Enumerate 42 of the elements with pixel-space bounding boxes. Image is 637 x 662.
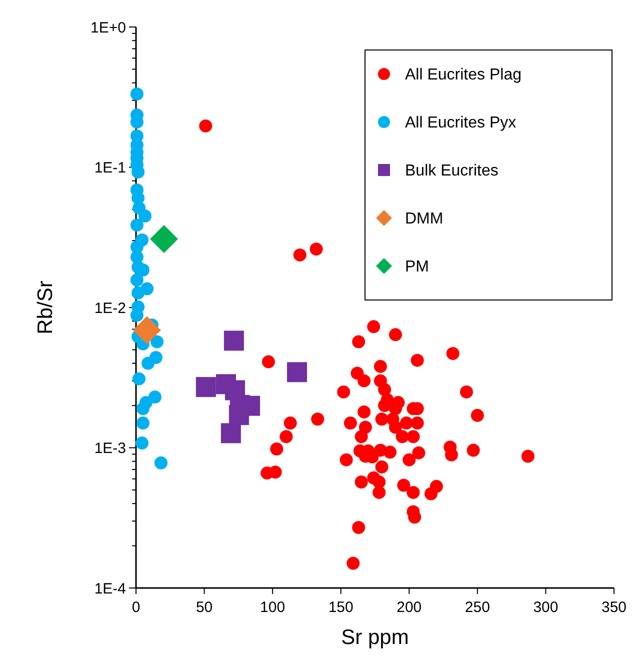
y-tick-label: 1E-2 — [94, 300, 126, 317]
y-tick-label: 1E-3 — [94, 440, 126, 457]
point — [150, 335, 164, 348]
x-tick-label: 300 — [533, 599, 558, 616]
legend-label: DMM — [405, 210, 444, 228]
point — [132, 316, 161, 344]
point — [196, 377, 216, 398]
point — [130, 218, 144, 232]
point — [130, 274, 144, 287]
x-tick-label: 200 — [396, 599, 422, 616]
y-tick-label: 1E-1 — [94, 160, 126, 176]
x-tick-label: 100 — [260, 599, 286, 616]
x-tick-label: 0 — [132, 599, 140, 616]
point — [287, 362, 308, 382]
legend-label: Bulk Eucrites — [405, 162, 498, 180]
point — [154, 456, 168, 470]
y-tick-label: 1E+0 — [90, 19, 126, 36]
point — [220, 423, 241, 444]
x-tick-label: 250 — [464, 599, 490, 616]
x-tick-label: 350 — [601, 599, 627, 616]
point — [224, 330, 244, 351]
point — [149, 351, 162, 364]
point — [132, 166, 145, 178]
point — [150, 224, 178, 253]
point — [136, 264, 150, 277]
point — [148, 390, 162, 404]
point — [132, 372, 146, 386]
point — [136, 416, 150, 430]
point — [136, 402, 150, 416]
y-tick-label: 1E-4 — [94, 580, 126, 598]
point — [130, 308, 144, 322]
x-tick-label: 150 — [328, 599, 354, 616]
legend-label: All Eucrites Plag — [405, 66, 522, 84]
point — [136, 436, 149, 450]
point — [130, 87, 144, 100]
x-tick-label: 50 — [196, 599, 213, 616]
legend-label: All Eucrites Pyx — [405, 114, 516, 132]
y-axis-title: Rb/Sr — [34, 280, 57, 334]
point — [132, 286, 145, 300]
legend-label: PM — [405, 258, 429, 276]
x-axis-title: Sr ppm — [341, 626, 409, 649]
point — [138, 210, 152, 223]
